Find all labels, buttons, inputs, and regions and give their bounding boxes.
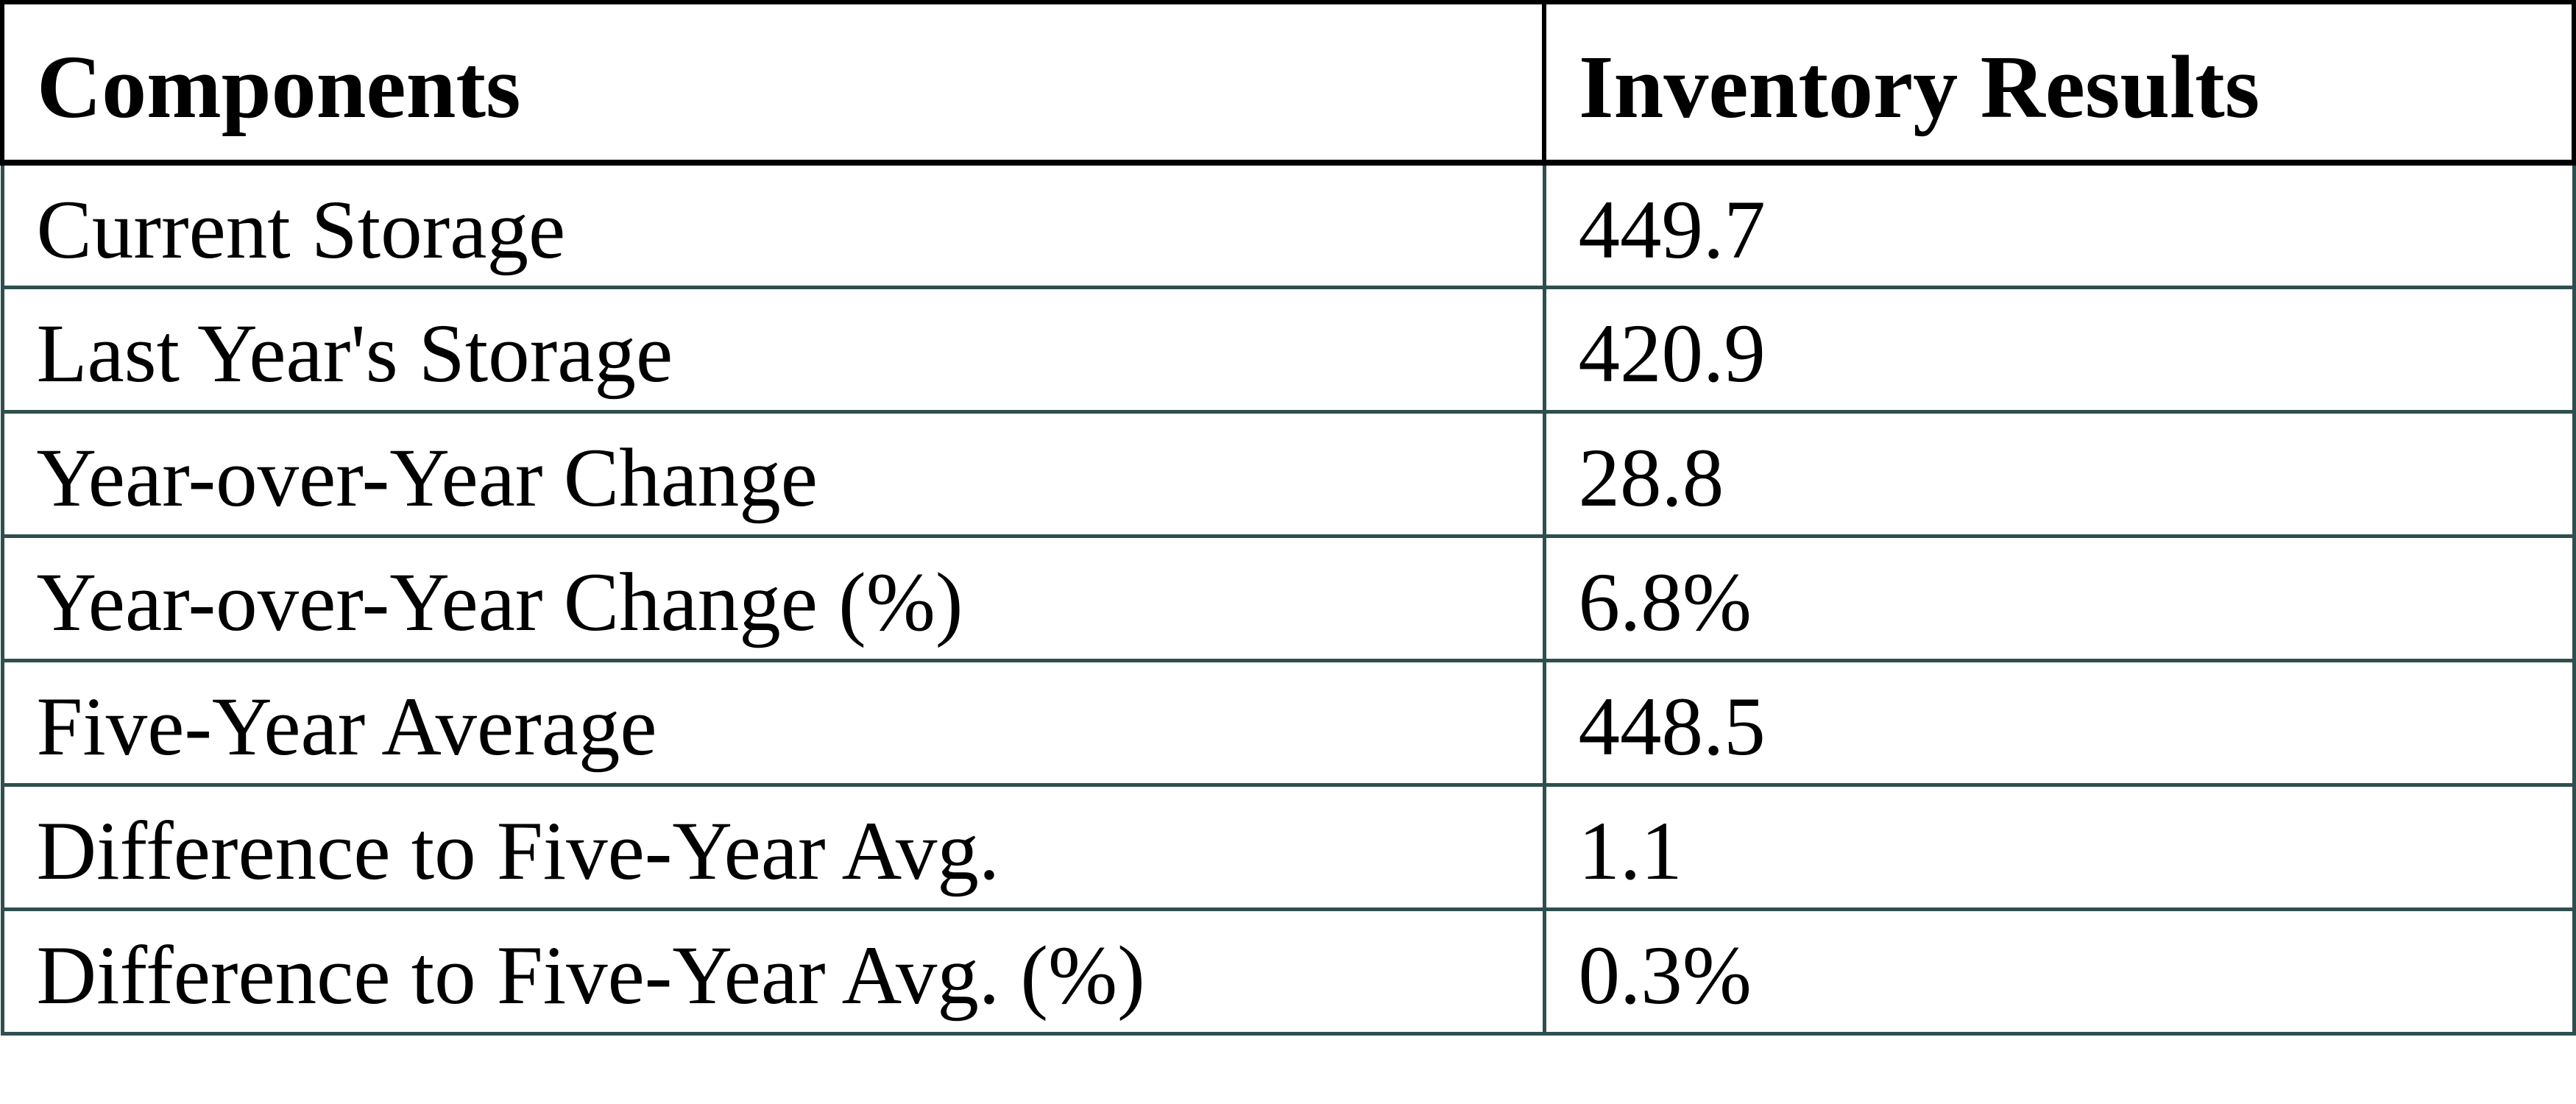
cell-result: 448.5 [1542,658,2576,787]
cell-component: Current Storage [0,160,1546,289]
table-row: Five-Year Average 448.5 [0,658,2576,787]
cell-result: 420.9 [1542,285,2576,414]
cell-result: 6.8% [1542,534,2576,662]
table-row: Difference to Five-Year Avg. 1.1 [0,782,2576,911]
cell-component: Difference to Five-Year Avg. [0,782,1546,911]
header-cell-inventory-results: Inventory Results [1542,0,2576,166]
cell-component: Year-over-Year Change (%) [0,534,1546,662]
header-row: Components Inventory Results [0,0,2576,166]
header-cell-components: Components [0,0,1546,166]
cell-component: Last Year's Storage [0,285,1546,414]
table-row: Year-over-Year Change 28.8 [0,409,2576,538]
cell-component: Year-over-Year Change [0,409,1546,538]
cell-component: Difference to Five-Year Avg. (%) [0,907,1546,1036]
cell-result: 28.8 [1542,409,2576,538]
table-row: Last Year's Storage 420.9 [0,285,2576,414]
table-row: Difference to Five-Year Avg. (%) 0.3% [0,907,2576,1036]
cell-result: 1.1 [1542,782,2576,911]
cell-result: 0.3% [1542,907,2576,1036]
cell-result: 449.7 [1542,160,2576,289]
cell-component: Five-Year Average [0,658,1546,787]
table-row: Current Storage 449.7 [0,160,2576,289]
table-row: Year-over-Year Change (%) 6.8% [0,534,2576,662]
inventory-table: Components Inventory Results Current Sto… [0,0,2576,1036]
